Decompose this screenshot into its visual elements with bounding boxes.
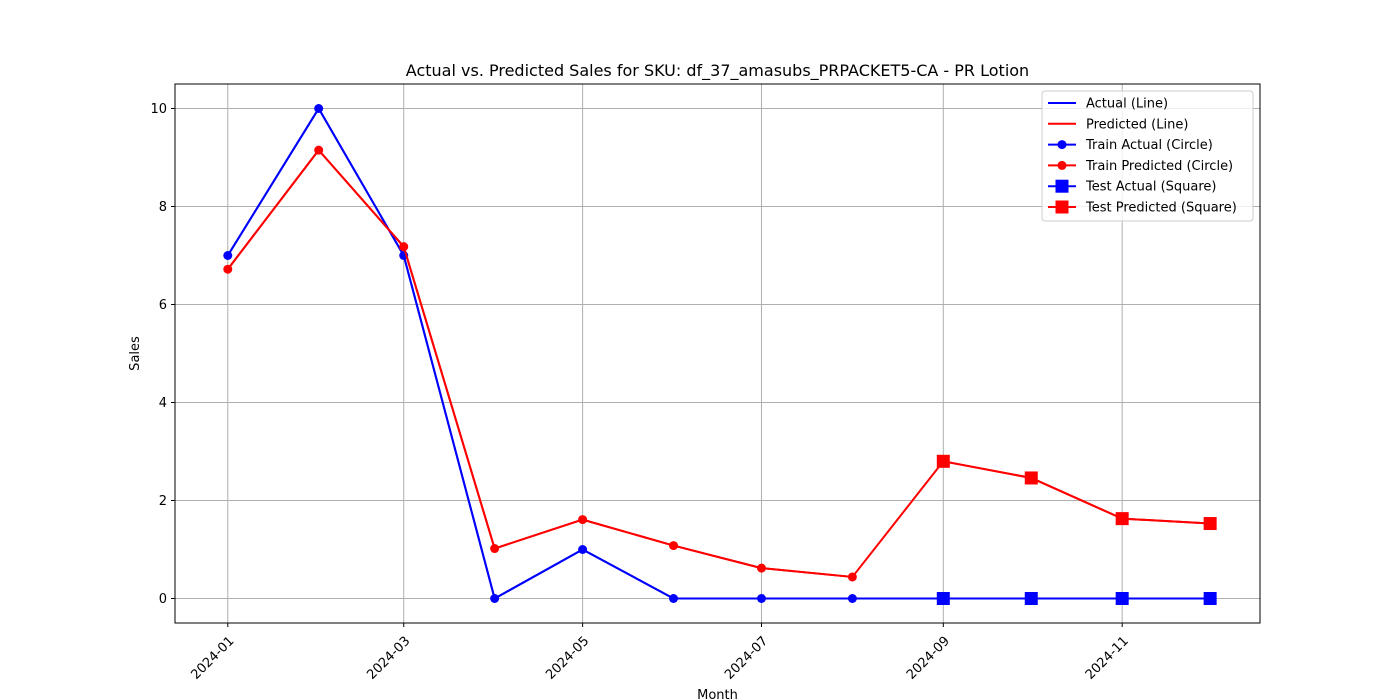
legend-swatch-marker bbox=[1055, 200, 1069, 214]
legend-label: Test Predicted (Square) bbox=[1085, 201, 1237, 216]
data-point-circle bbox=[847, 572, 857, 582]
series-line bbox=[226, 149, 853, 578]
data-point-circle bbox=[756, 594, 766, 603]
y-tick-label: 0 bbox=[159, 592, 167, 607]
y-tick-label: 6 bbox=[159, 298, 167, 313]
data-point-square bbox=[1115, 512, 1129, 526]
data-point-circle bbox=[490, 544, 500, 554]
series-test-actual-square bbox=[936, 592, 1217, 605]
data-point-circle bbox=[669, 594, 679, 603]
data-point-square bbox=[936, 592, 950, 605]
series-line bbox=[226, 107, 853, 600]
legend-label: Actual (Line) bbox=[1086, 97, 1168, 112]
data-point-circle bbox=[490, 594, 500, 603]
y-tick-label: 8 bbox=[159, 200, 167, 215]
legend-swatch-marker bbox=[1055, 179, 1069, 193]
legend-label: Train Predicted (Circle) bbox=[1085, 159, 1233, 174]
data-point-square bbox=[936, 454, 950, 468]
data-point-circle bbox=[847, 594, 857, 603]
series-train-predicted-circle bbox=[223, 145, 857, 582]
legend-item: Train Predicted (Circle) bbox=[1048, 159, 1233, 174]
legend-item: Train Actual (Circle) bbox=[1048, 138, 1213, 153]
data-point-circle bbox=[399, 242, 409, 252]
legend-label: Predicted (Line) bbox=[1086, 117, 1188, 132]
data-point-circle bbox=[756, 563, 766, 573]
y-tick-label: 10 bbox=[150, 102, 167, 117]
plot-series bbox=[223, 104, 1217, 605]
legend-swatch-marker bbox=[1057, 140, 1067, 150]
plot-frame bbox=[174, 83, 1261, 624]
y-axis-label: Sales bbox=[128, 336, 143, 371]
data-point-square bbox=[1203, 517, 1217, 531]
legend-label: Train Actual (Circle) bbox=[1085, 138, 1213, 153]
data-point-circle bbox=[578, 545, 588, 554]
data-point-square bbox=[1024, 592, 1038, 605]
data-point-circle bbox=[223, 251, 233, 260]
legend-swatch-marker bbox=[1057, 160, 1067, 170]
data-point-circle bbox=[669, 541, 679, 551]
y-tick-label: 4 bbox=[159, 396, 167, 411]
data-point-circle bbox=[578, 515, 588, 525]
chart-title: Actual vs. Predicted Sales for SKU: df_3… bbox=[406, 61, 1029, 81]
legend-item: Test Actual (Square) bbox=[1048, 179, 1217, 195]
legend-item: Predicted (Line) bbox=[1048, 117, 1188, 132]
data-point-circle bbox=[223, 264, 233, 274]
data-point-circle bbox=[314, 145, 324, 155]
x-axis-label: Month bbox=[697, 688, 738, 700]
series-train-actual-circle bbox=[223, 104, 857, 603]
data-point-square bbox=[1024, 471, 1038, 485]
legend-item: Actual (Line) bbox=[1048, 97, 1168, 112]
data-point-circle bbox=[314, 104, 324, 113]
legend-item: Test Predicted (Square) bbox=[1048, 200, 1237, 216]
y-tick-label: 2 bbox=[159, 494, 167, 509]
legend: Actual (Line) Predicted (Line) Train Actua… bbox=[1041, 90, 1254, 222]
legend-label: Test Actual (Square) bbox=[1085, 180, 1217, 195]
legend-box bbox=[1041, 90, 1254, 222]
series-line bbox=[943, 460, 1211, 525]
series-test-predicted-square bbox=[936, 454, 1217, 531]
data-point-square bbox=[1115, 592, 1129, 605]
data-point-square bbox=[1203, 592, 1217, 605]
